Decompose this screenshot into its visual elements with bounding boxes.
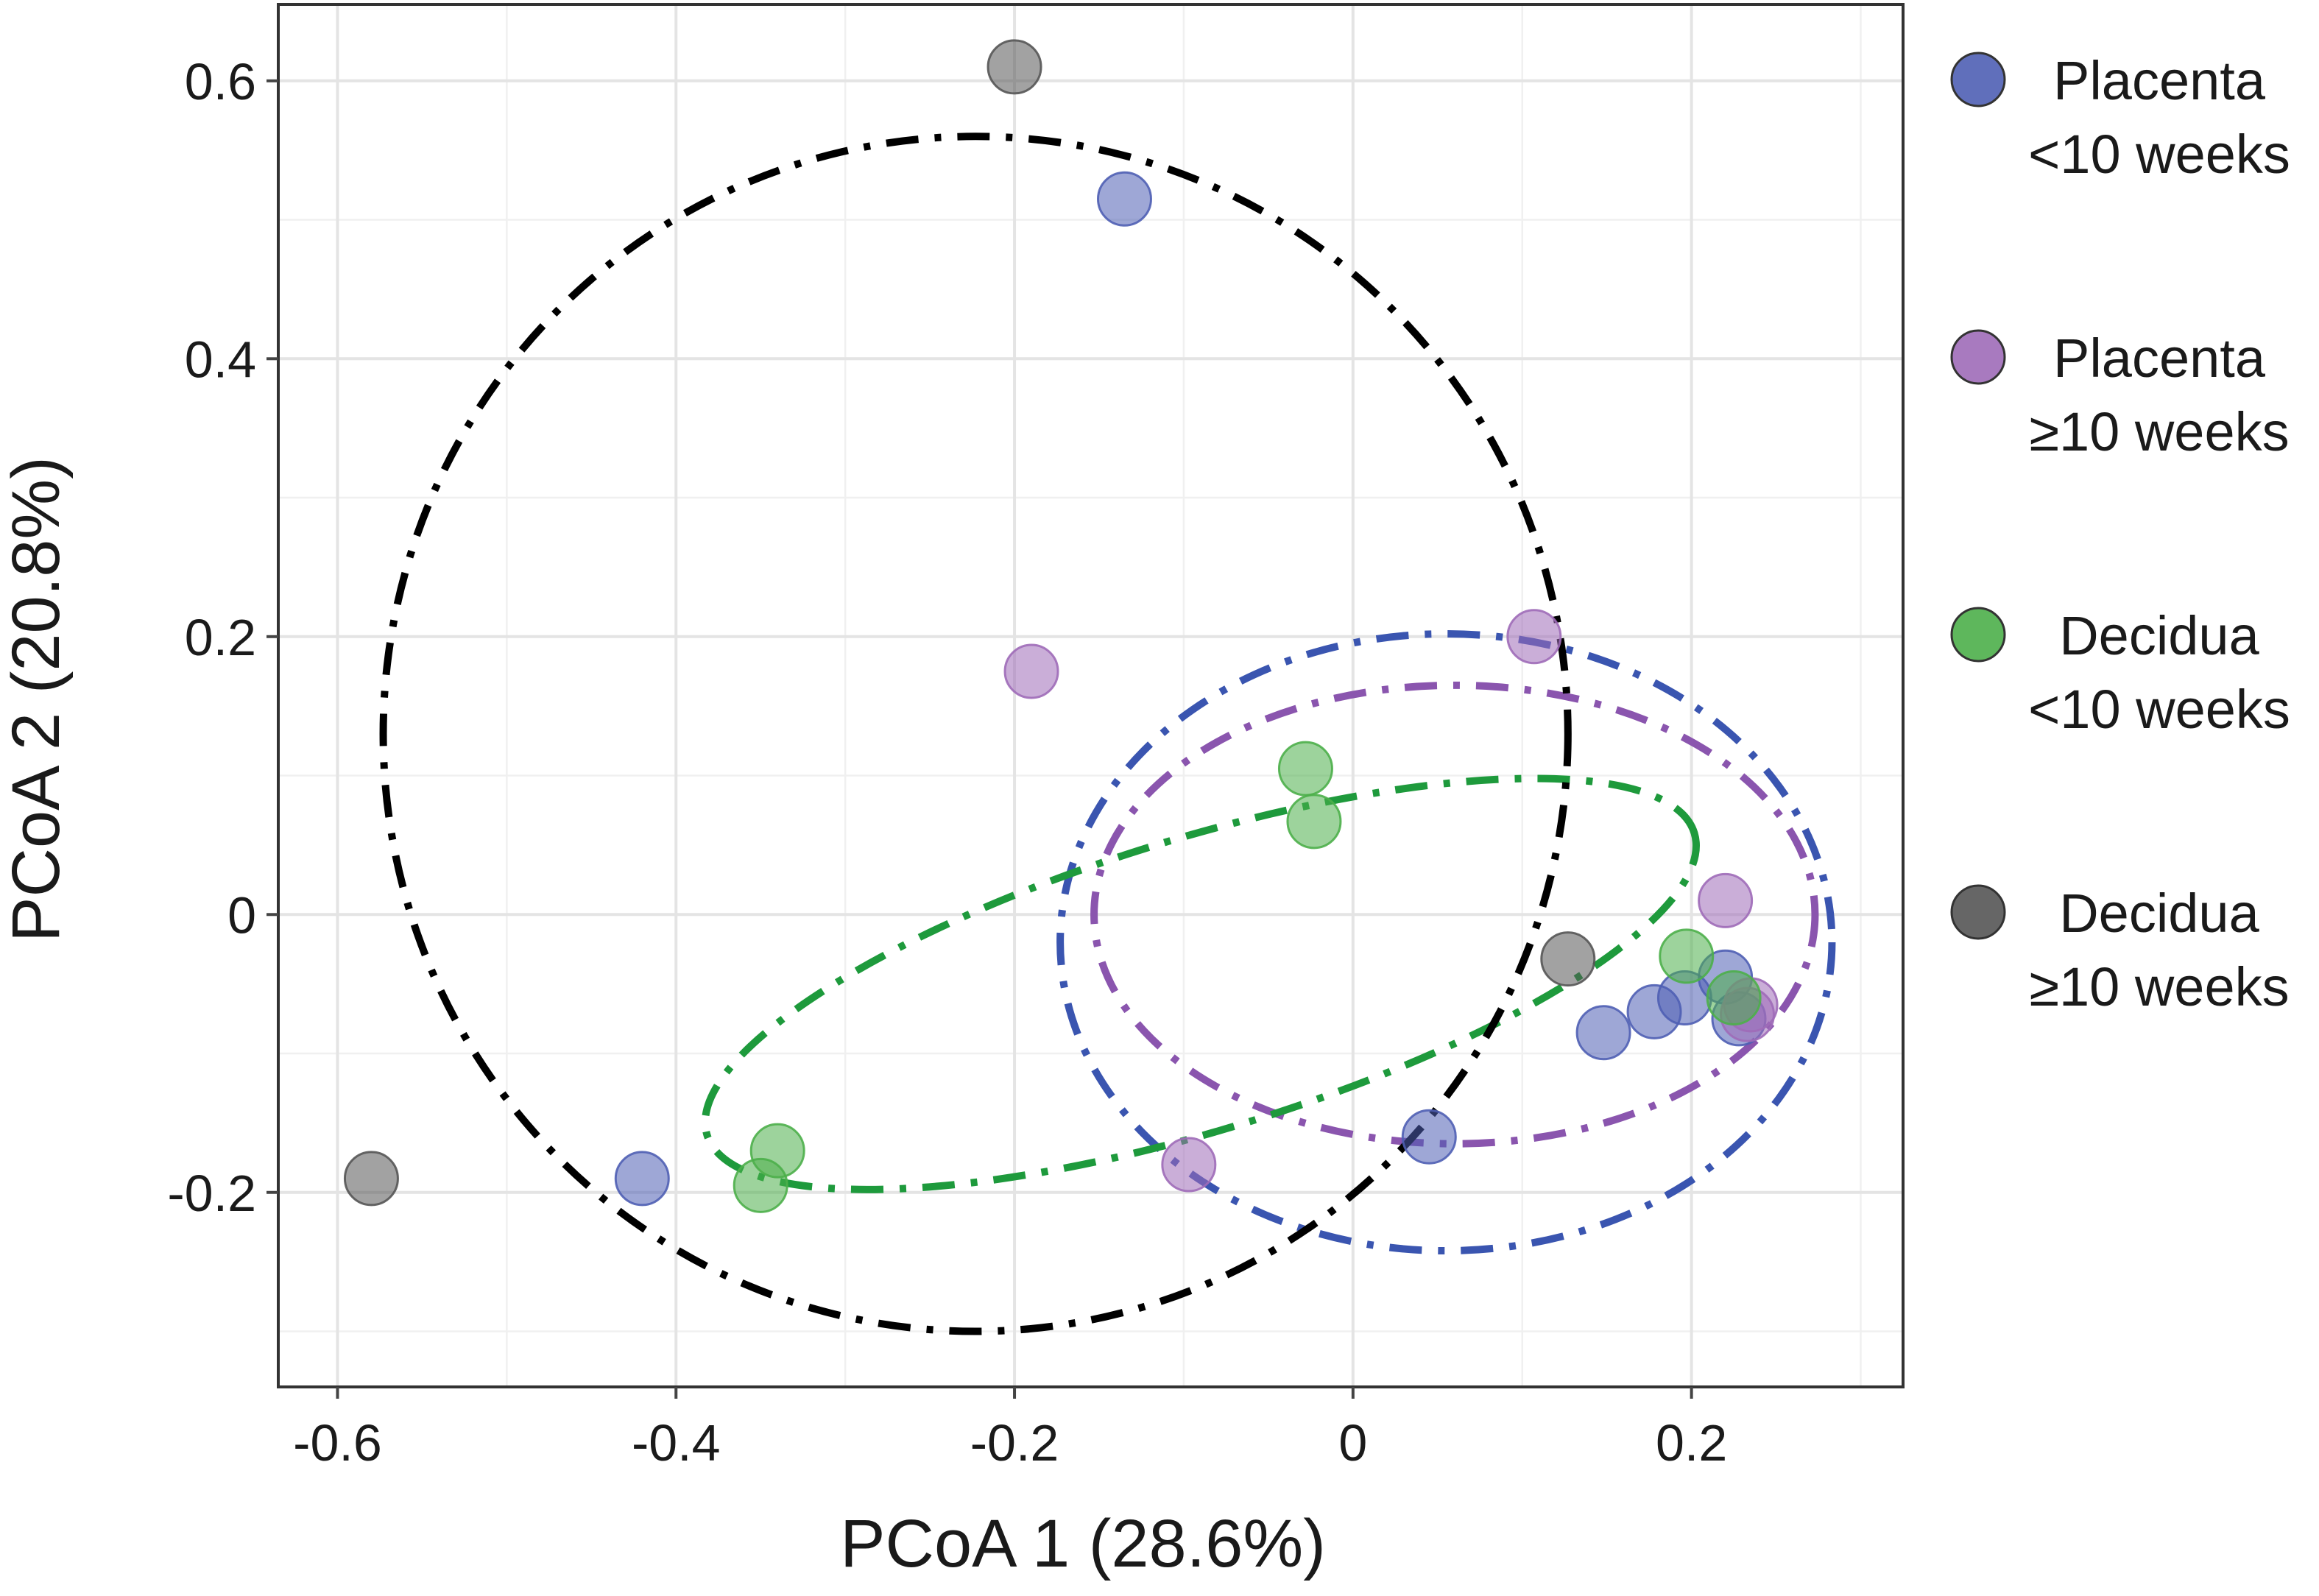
x-tick-label: 0.2 <box>1656 1414 1727 1472</box>
legend-label-line1: Placenta <box>2053 50 2266 111</box>
confidence-ellipse <box>379 133 1572 1335</box>
legend-label-line1: Decidua <box>2059 605 2259 666</box>
data-point <box>1003 643 1059 699</box>
x-tick-label: 0 <box>1338 1414 1367 1472</box>
data-point <box>986 39 1042 95</box>
data-point <box>1401 1109 1457 1165</box>
plot-panel-border <box>277 3 1905 1388</box>
x-tick-label: -0.6 <box>293 1414 382 1472</box>
x-axis-ticks: -0.6 -0.4 -0.2 0 0.2 <box>293 1387 1727 1472</box>
data-point <box>1277 741 1333 797</box>
confidence-ellipse <box>1056 630 1836 1255</box>
y-tick-label: 0.2 <box>185 609 256 666</box>
data-point <box>1575 1005 1631 1061</box>
legend-label-line2: ≥10 weeks <box>2029 956 2289 1017</box>
x-axis-title: PCoA 1 (28.6%) <box>840 1506 1326 1581</box>
data-point <box>1706 970 1762 1026</box>
legend-label-line1: Decidua <box>2059 883 2259 944</box>
legend-key <box>1950 329 2006 385</box>
y-tick-label: 0.4 <box>185 331 256 388</box>
data-point <box>1540 931 1596 987</box>
legend-key <box>1950 607 2006 663</box>
confidence-ellipse <box>1090 681 1819 1148</box>
legend-key <box>1950 52 2006 107</box>
data-point <box>614 1151 670 1207</box>
confidence-ellipses <box>379 133 1836 1335</box>
data-point <box>1096 171 1152 227</box>
y-tick-label: 0 <box>227 886 256 944</box>
data-point <box>1698 872 1754 928</box>
data-point <box>1659 928 1715 984</box>
legend-label-line2: ≥10 weeks <box>2029 401 2289 462</box>
confidence-ellipse <box>701 774 1700 1193</box>
legend-label-line1: Placenta <box>2053 328 2266 389</box>
data-point <box>733 1157 788 1213</box>
data-point <box>343 1151 399 1207</box>
x-tick-label: -0.2 <box>970 1414 1059 1472</box>
y-tick-label: 0.6 <box>185 53 256 110</box>
legend-label-line2: <10 weeks <box>2028 124 2290 185</box>
data-point <box>1506 609 1562 665</box>
data-points <box>343 39 1779 1213</box>
y-tick-label: -0.2 <box>167 1165 256 1222</box>
grid-lines <box>278 4 1903 1387</box>
legend-key <box>1950 884 2006 940</box>
legend-label-line2: <10 weeks <box>2028 679 2290 740</box>
data-point <box>1161 1137 1217 1193</box>
y-axis-title: PCoA 2 (20.8%) <box>0 456 74 942</box>
legend: Placenta <10 weeks Placenta ≥10 weeks Decidu… <box>1950 50 2290 1017</box>
y-axis-ticks: -0.2 0 0.2 0.4 0.6 <box>167 53 278 1222</box>
data-point <box>1286 794 1342 850</box>
x-tick-label: -0.4 <box>632 1414 721 1472</box>
